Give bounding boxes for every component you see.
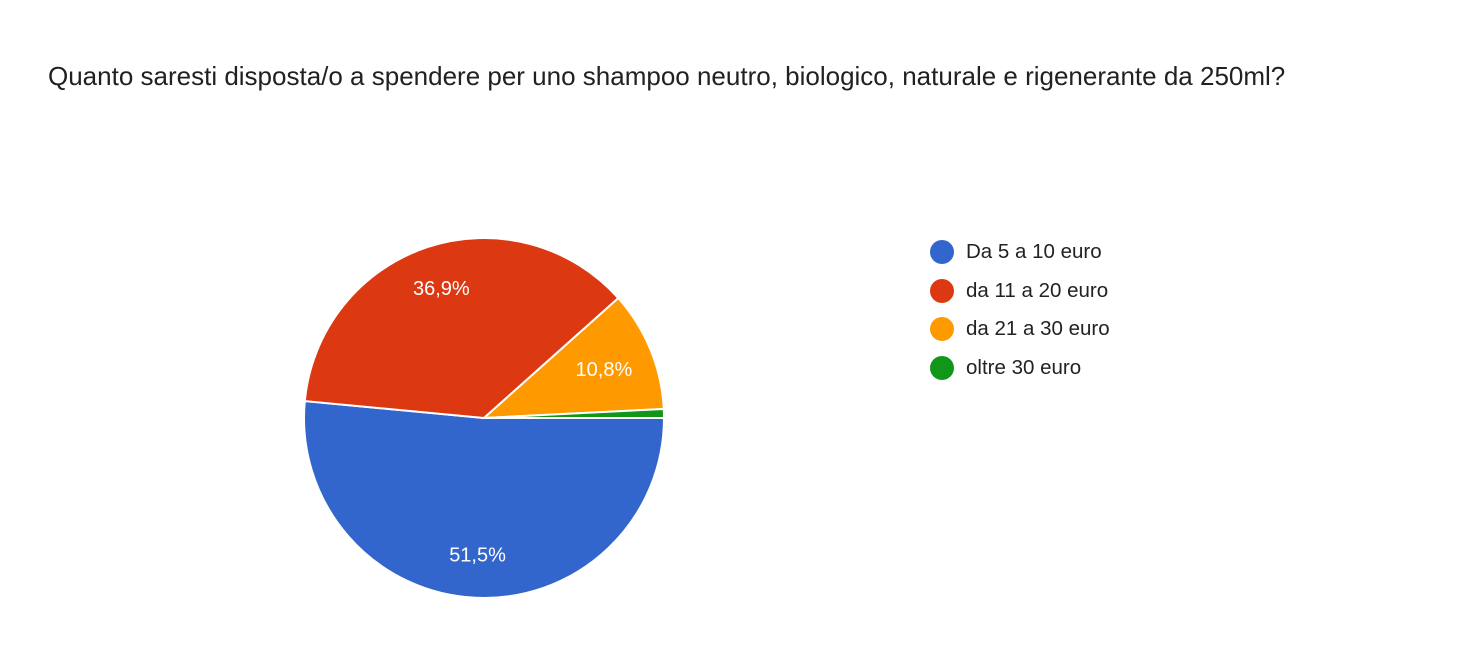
data-label: 36,9% (413, 278, 470, 300)
legend-label: Da 5 a 10 euro (966, 240, 1102, 264)
legend-item: Da 5 a 10 euro (930, 233, 1110, 272)
data-label: 10,8% (576, 359, 633, 381)
pie-slice (483, 407, 666, 419)
legend-item: oltre 30 euro (930, 349, 1110, 388)
legend-item: da 11 a 20 euro (930, 272, 1110, 311)
pie-slice (303, 399, 666, 599)
chart-title: Quanto saresti disposta/o a spendere per… (48, 61, 1286, 91)
pie-slice (481, 296, 665, 420)
legend-swatch (930, 355, 954, 380)
legend-swatch (930, 278, 954, 303)
pie-slice (303, 237, 620, 420)
legend-swatch (930, 317, 954, 342)
legend-item: da 21 a 30 euro (930, 310, 1110, 349)
legend: Da 5 a 10 euro da 11 a 20 euro da 21 a 3… (930, 233, 1110, 387)
legend-swatch (930, 240, 954, 265)
legend-label: oltre 30 euro (966, 355, 1082, 379)
legend-label: da 11 a 20 euro (966, 278, 1109, 302)
legend-label: da 21 a 30 euro (966, 317, 1110, 341)
data-label: 51,5% (449, 545, 506, 567)
